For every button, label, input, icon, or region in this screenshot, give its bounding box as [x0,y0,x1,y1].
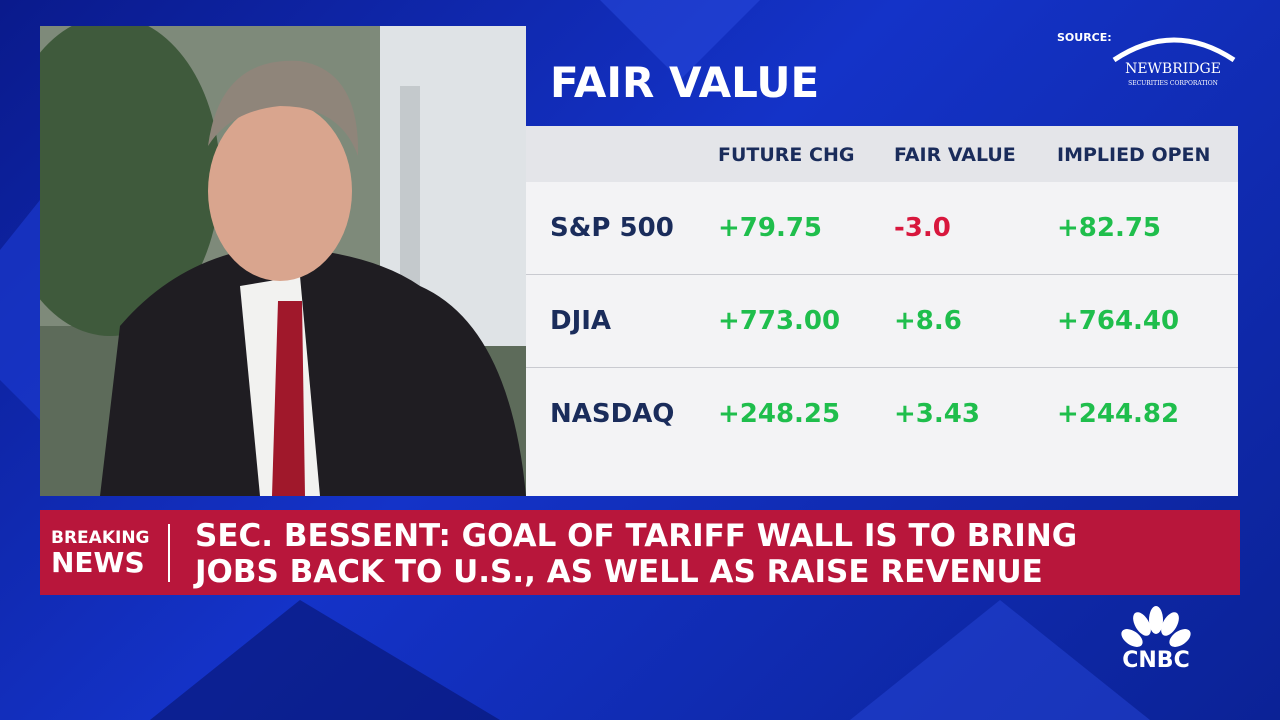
source-name: NEWBRIDGE [1125,61,1221,77]
news-label: NEWS [51,546,145,579]
implied-open: +82.75 [1057,213,1162,243]
breaking-label: BREAKING [51,528,150,548]
fair-value: -3.0 [894,213,951,243]
network-peacock [1121,606,1191,647]
data-table: FUTURE CHG FAIR VALUE IMPLIED OPEN S&P 5… [526,126,1238,496]
index-name: NASDAQ [550,399,675,429]
panel-header: FAIR VALUE [526,26,1238,126]
fair-value: +3.43 [894,399,980,429]
source-subtitle: SECURITIES CORPORATION [1128,80,1218,87]
panel-title: FAIR VALUE [550,58,820,107]
video-feed [40,26,526,496]
column-header: FAIR VALUE [894,144,1016,166]
table-row: NASDAQ +248.25 +3.43 +244.82 [526,368,1238,460]
source-label: SOURCE: [1057,31,1112,44]
headline-line: JOBS BACK TO U.S., AS WELL AS RAISE REVE… [195,554,1043,590]
table-header: FUTURE CHG FAIR VALUE IMPLIED OPEN [526,126,1238,182]
column-header: FUTURE CHG [718,144,855,166]
network-name: CNBC [1122,648,1190,673]
fair-value: +8.6 [894,306,962,336]
index-name: S&P 500 [550,213,674,243]
future-change: +248.25 [718,399,841,429]
future-change: +79.75 [718,213,823,243]
index-name: DJIA [550,306,612,336]
source-logo-arc [1112,37,1236,62]
headline-line: SEC. BESSENT: GOAL OF TARIFF WALL IS TO … [195,518,1078,554]
divider [168,524,170,582]
table-row: DJIA +773.00 +8.6 +764.40 [526,275,1238,368]
implied-open: +764.40 [1057,306,1180,336]
breaking-news-bar: BREAKING NEWS SEC. BESSENT: GOAL OF TARI… [40,510,1240,595]
table-row: S&P 500 +79.75 -3.0 +82.75 [526,182,1238,275]
implied-open: +244.82 [1057,399,1180,429]
future-change: +773.00 [718,306,841,336]
column-header: IMPLIED OPEN [1057,144,1211,166]
